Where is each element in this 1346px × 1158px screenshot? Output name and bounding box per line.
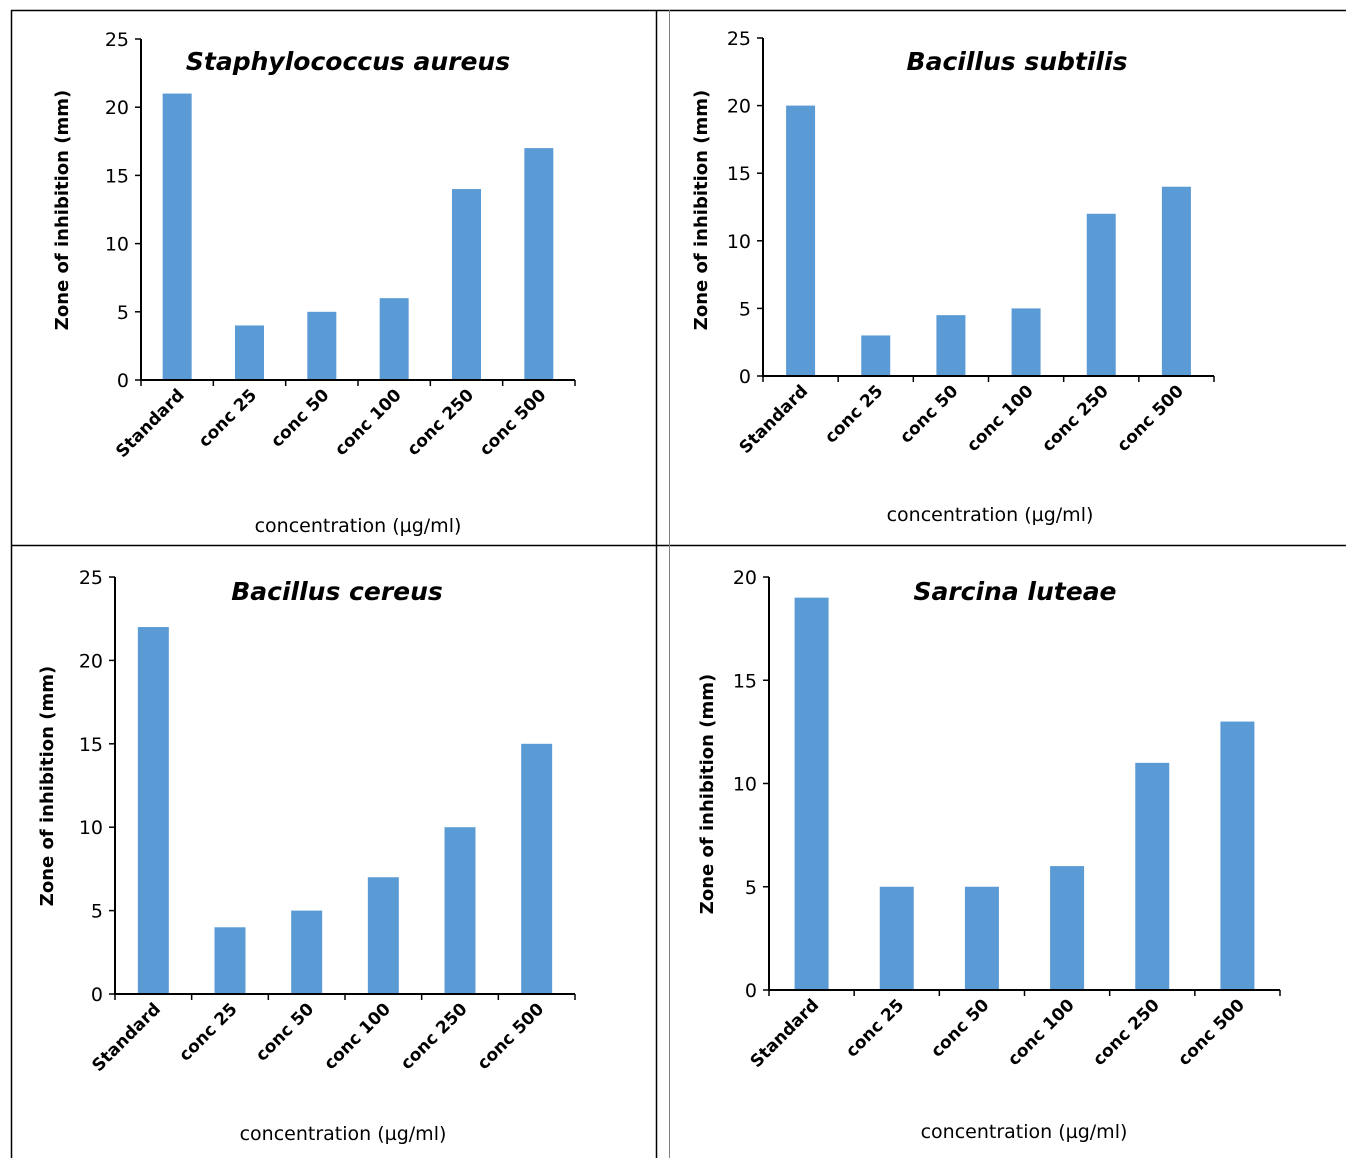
y-tick-label: 10 (79, 817, 103, 839)
bar-conc-50 (964, 886, 999, 990)
y-tick-label: 0 (117, 370, 129, 392)
bar-conc-500 (1220, 721, 1255, 990)
x-tick-label: conc 25 (195, 385, 261, 451)
bar-standard (786, 105, 816, 376)
chart-panel-sarcina-luteae: 0 5 10 15 20 Standard conc 25 conc 50 conc 100 co… (671, 546, 1346, 1158)
bar-conc-50 (936, 315, 966, 376)
bar-conc-25 (235, 325, 264, 380)
x-tick-label: conc 50 (252, 999, 318, 1065)
x-axis-label: concentration (µg/ml) (887, 504, 1094, 526)
y-tick-label: 15 (727, 163, 751, 185)
bar-conc-250 (1135, 762, 1170, 990)
x-tick-label: Standard (747, 995, 823, 1071)
chart-title: Bacillus subtilis (907, 47, 1128, 76)
bar-conc-25 (879, 886, 914, 990)
x-tick-label: conc 25 (821, 381, 887, 447)
x-tick-label: conc 250 (397, 999, 472, 1074)
y-tick-label: 10 (727, 231, 751, 253)
x-tick-label: Standard (112, 385, 188, 461)
x-tick-label: conc 50 (896, 381, 962, 447)
bar-conc-250 (452, 189, 481, 380)
y-tick-label: 15 (79, 734, 103, 756)
y-tick-label: 5 (739, 298, 751, 320)
y-tick-label: 25 (105, 29, 129, 51)
bar-conc-100 (1050, 866, 1085, 990)
x-tick-label: conc 250 (1089, 995, 1164, 1070)
x-axis-label: concentration (µg/ml) (240, 1123, 447, 1145)
y-tick-label: 10 (733, 774, 757, 796)
bar-conc-500 (521, 743, 553, 994)
bar-conc-25 (214, 927, 246, 994)
x-tick-label: conc 500 (1113, 381, 1188, 456)
y-tick-label: 0 (745, 980, 757, 1002)
bar-standard (137, 627, 169, 994)
x-tick-label: conc 100 (331, 385, 406, 460)
bar-conc-500 (1161, 186, 1191, 376)
bar-conc-100 (367, 877, 399, 994)
bar-conc-100 (1011, 308, 1041, 376)
bar-conc-500 (524, 148, 554, 380)
y-axis-label: Zone of inhibition (mm) (691, 90, 712, 330)
x-tick-label: conc 50 (267, 385, 333, 451)
chart-title: Sarcina luteae (913, 577, 1116, 606)
x-axis-label: concentration (µg/ml) (255, 515, 462, 537)
y-tick-label: 5 (745, 877, 757, 899)
chart-panel-staphylococcus-aureus: 0 5 10 15 20 25 Standard conc 25 conc 50 conc 100… (12, 10, 656, 545)
y-axis-label: Zone of inhibition (mm) (37, 666, 58, 906)
chart-panel-bacillus-cereus: 0 5 10 15 20 25 Standard conc 25 conc 50 conc 100… (12, 546, 656, 1158)
x-tick-label: conc 500 (476, 385, 551, 460)
y-tick-label: 20 (733, 567, 757, 589)
x-tick-label: conc 100 (1004, 995, 1079, 1070)
y-tick-label: 15 (733, 670, 757, 692)
x-tick-label: conc 100 (963, 381, 1038, 456)
bar-conc-250 (444, 827, 476, 994)
x-tick-label: conc 250 (404, 385, 479, 460)
y-tick-label: 0 (739, 366, 751, 388)
bar-standard (162, 93, 192, 380)
y-tick-label: 20 (79, 650, 103, 672)
x-tick-label: conc 250 (1038, 381, 1113, 456)
bar-conc-50 (307, 311, 337, 380)
y-tick-label: 5 (117, 302, 129, 324)
y-tick-label: 20 (727, 96, 751, 118)
chart-title: Bacillus cereus (231, 577, 443, 606)
x-tick-label: conc 500 (1174, 995, 1249, 1070)
y-axis-label: Zone of inhibition (mm) (697, 674, 718, 914)
bar-conc-50 (291, 910, 323, 994)
y-tick-label: 20 (105, 97, 129, 119)
x-tick-label: conc 25 (842, 995, 908, 1061)
y-tick-label: 5 (91, 901, 103, 923)
y-tick-label: 25 (727, 28, 751, 50)
y-tick-label: 25 (79, 567, 103, 589)
y-axis-label: Zone of inhibition (mm) (52, 90, 73, 330)
bar-standard (794, 597, 829, 990)
y-tick-label: 15 (105, 165, 129, 187)
x-axis-label: concentration (µg/ml) (921, 1121, 1128, 1143)
bar-conc-25 (861, 335, 891, 376)
x-tick-label: conc 50 (927, 995, 993, 1061)
bar-conc-100 (379, 298, 409, 380)
chart-panel-bacillus-subtilis: 0 5 10 15 20 25 Standard conc 25 conc 50 conc 100… (671, 10, 1346, 545)
y-tick-label: 0 (91, 984, 103, 1006)
x-tick-label: conc 500 (474, 999, 549, 1074)
bar-conc-250 (1086, 213, 1116, 376)
x-tick-label: Standard (736, 381, 812, 457)
x-tick-label: conc 25 (175, 999, 241, 1065)
y-tick-label: 10 (105, 234, 129, 256)
x-tick-label: conc 100 (320, 999, 395, 1074)
chart-title: Staphylococcus aureus (186, 47, 510, 76)
x-tick-label: Standard (88, 999, 164, 1075)
